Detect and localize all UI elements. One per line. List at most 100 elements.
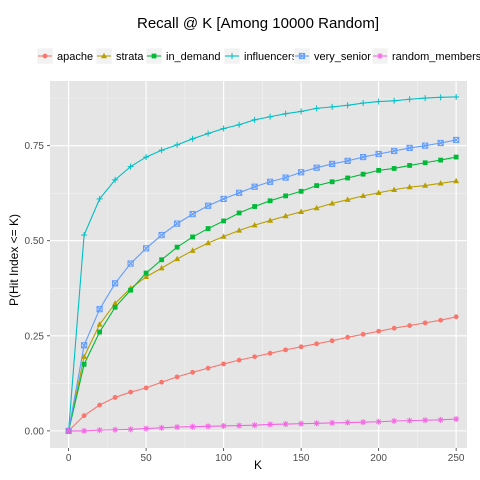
data-point: [158, 147, 165, 154]
series-markers: [65, 93, 460, 434]
data-point: [344, 157, 351, 164]
data-point: [376, 328, 382, 334]
data-point: [205, 423, 212, 430]
data-point: [236, 121, 243, 128]
data-point: [391, 325, 397, 331]
data-point: [174, 374, 180, 380]
data-point: [298, 169, 305, 176]
data-point: [313, 164, 320, 171]
data-point: [267, 217, 274, 223]
data-point: [375, 150, 382, 158]
data-point: [143, 270, 149, 276]
data-point: [391, 166, 397, 171]
data-point: [283, 193, 289, 199]
data-point: [329, 200, 336, 206]
data-point: [406, 96, 413, 103]
data-point: [81, 427, 88, 434]
data-point: [282, 212, 289, 219]
data-point: [220, 195, 227, 202]
data-point: [189, 211, 196, 218]
data-point: [329, 103, 336, 110]
data-point: [298, 188, 304, 194]
data-point: [158, 424, 165, 431]
data-point: [220, 422, 227, 429]
legend-item-in-demand: in_demand: [145, 47, 220, 65]
legend-key-marker: [101, 52, 107, 59]
data-point: [298, 208, 305, 215]
data-point: [344, 419, 351, 426]
data-point: [143, 425, 150, 432]
data-point: [96, 195, 103, 202]
data-point: [97, 329, 103, 335]
data-point: [375, 418, 382, 425]
data-point: [329, 419, 336, 426]
data-point: [158, 231, 165, 239]
data-point: [437, 416, 444, 423]
data-point: [267, 350, 273, 356]
data-point: [251, 183, 258, 190]
data-point: [220, 233, 227, 239]
data-point: [81, 232, 88, 239]
data-point: [127, 260, 134, 267]
legend-key-marker: [229, 53, 235, 59]
data-point: [344, 102, 351, 109]
data-point: [127, 426, 134, 433]
data-point: [422, 182, 429, 188]
data-point: [406, 183, 413, 190]
data-point: [267, 178, 274, 185]
data-point: [143, 273, 150, 280]
legend-label: influencers: [244, 51, 298, 63]
x-tick-label: 50: [141, 453, 153, 464]
data-point: [360, 419, 367, 426]
data-point: [251, 422, 258, 429]
series-points-random-members: [65, 416, 460, 434]
data-point: [190, 369, 196, 375]
x-axis-title: K: [254, 458, 262, 472]
legend-label: apache: [57, 51, 93, 63]
data-point: [81, 342, 88, 349]
data-point: [391, 417, 398, 424]
data-point: [453, 314, 459, 320]
x-tick-label: 200: [370, 453, 387, 464]
data-point: [251, 116, 258, 123]
legend: apache strata in_demand influencers very_sen…: [36, 47, 480, 65]
plot-panel: [50, 81, 467, 448]
data-point: [174, 255, 181, 262]
data-point: [159, 257, 165, 263]
series-line-in-demand: [68, 156, 457, 432]
legend-item-influencers: influencers: [223, 47, 298, 65]
data-point: [407, 323, 413, 328]
data-point: [329, 179, 335, 185]
data-point: [453, 154, 459, 160]
data-point: [112, 280, 119, 287]
data-point: [437, 139, 444, 147]
data-point: [189, 135, 196, 142]
data-point: [143, 245, 150, 252]
data-point: [189, 247, 196, 253]
data-point: [174, 244, 180, 250]
data-point: [406, 144, 413, 152]
data-point: [236, 189, 243, 196]
data-point: [391, 147, 398, 155]
data-point: [453, 177, 460, 184]
data-point: [236, 210, 242, 216]
data-point: [375, 189, 382, 196]
data-point: [313, 105, 320, 112]
data-point: [236, 422, 243, 429]
data-point: [205, 130, 212, 137]
data-point: [221, 218, 227, 224]
data-point: [360, 100, 367, 107]
data-point: [252, 354, 258, 360]
chart-title: Recall @ K [Among 10000 Random]: [137, 15, 379, 32]
data-point: [81, 413, 87, 419]
data-point: [344, 196, 351, 202]
data-point: [236, 227, 243, 233]
data-point: [236, 357, 242, 363]
data-point: [314, 183, 320, 188]
data-point: [158, 264, 165, 271]
data-point: [453, 93, 460, 100]
grid: [50, 81, 467, 448]
legend-item-random-members: random_members: [371, 47, 480, 65]
data-point: [453, 416, 460, 423]
data-point: [112, 176, 119, 183]
